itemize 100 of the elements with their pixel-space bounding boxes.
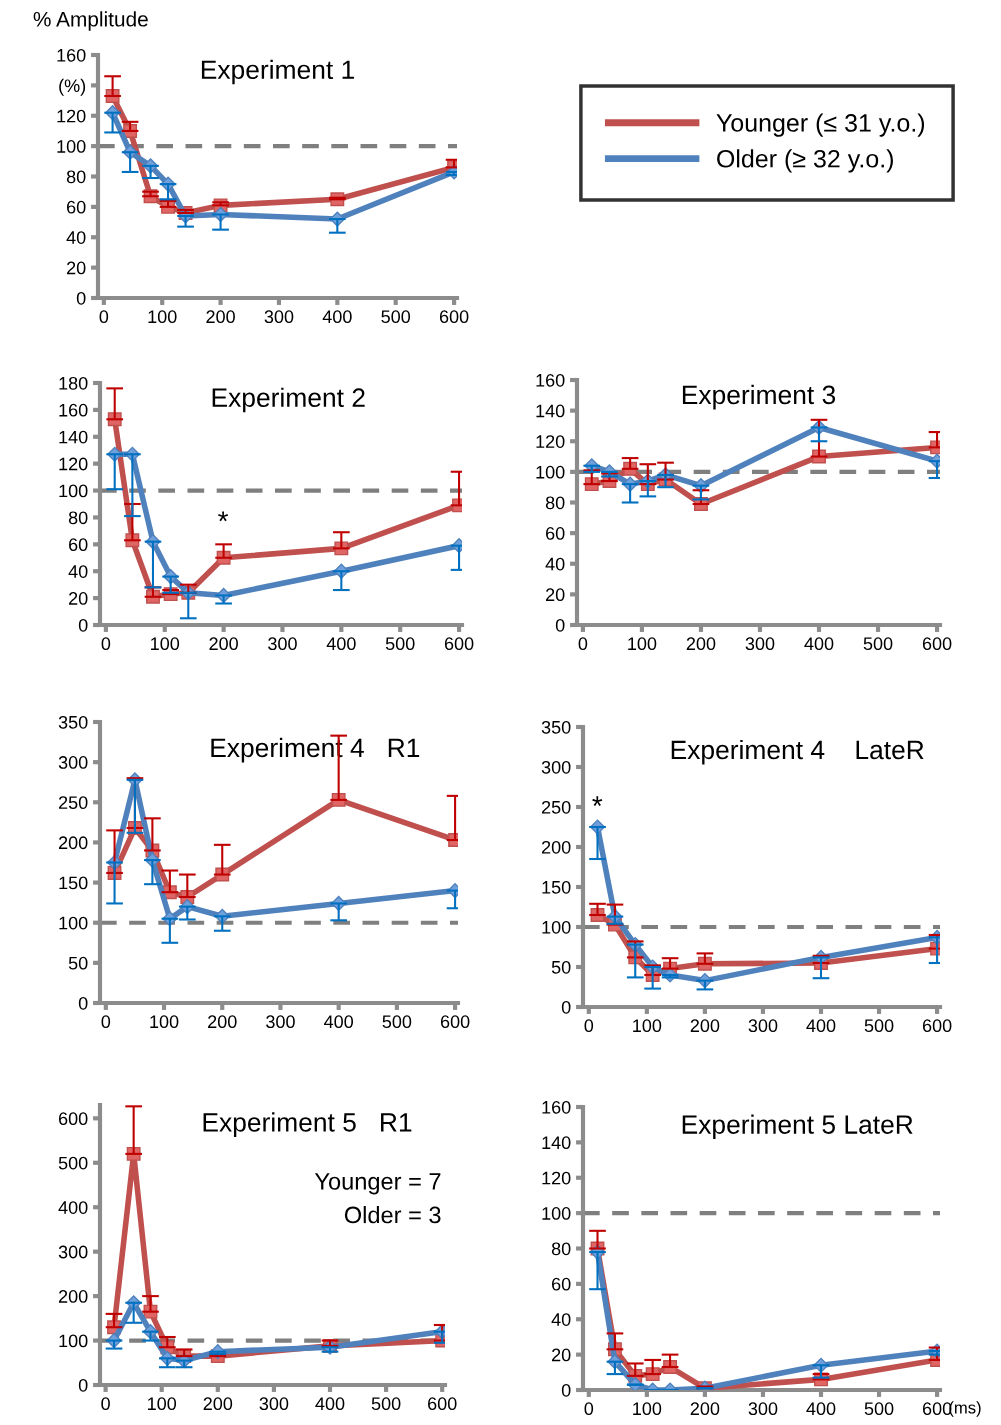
chart-title: Experiment 5 LateR: [682, 1114, 913, 1140]
x-tick-label: 200: [203, 1397, 233, 1411]
x-tick-label: 300: [259, 1397, 289, 1411]
y-tick-label: 100: [57, 140, 86, 153]
x-tick-label: 0: [101, 1397, 110, 1411]
y-tick-label: 40: [68, 565, 88, 578]
y-tick-label: 600: [58, 1112, 88, 1126]
x-tick-label: 0: [578, 637, 588, 651]
y-tick-label: 20: [67, 261, 86, 275]
chart-title: Experiment 2: [212, 387, 365, 413]
x-tick-label: 400: [315, 1397, 345, 1411]
y-tick-label: 80: [68, 511, 88, 525]
x-tick-label: 600: [922, 1019, 952, 1033]
y-tick-label: 80: [66, 170, 86, 184]
x-tick-label: 0: [101, 1015, 111, 1029]
y-tick-label: 60: [546, 527, 565, 540]
y-tick-label: 160: [57, 48, 86, 62]
chart-title: Experiment 5 R1: [203, 1112, 412, 1137]
x-tick-label: 500: [371, 1397, 401, 1411]
y-tick-label: 120: [59, 457, 88, 471]
x-tick-label: 0: [584, 1019, 594, 1033]
legend-label: Younger (≤ 31 y.o.): [716, 113, 925, 137]
y-tick-label: 40: [551, 1313, 571, 1326]
y-tick-label: 40: [66, 231, 86, 244]
y-tick-label: 100: [59, 484, 88, 498]
x-tick-label: 500: [864, 1402, 894, 1416]
x-tick-label: 500: [863, 637, 893, 651]
x-tick-label: 0: [101, 637, 111, 651]
x-tick-label: 600: [440, 1015, 470, 1029]
annotation: Younger = 7: [314, 1173, 441, 1195]
y-tick-label: 160: [542, 1100, 571, 1114]
x-tick-label: 0: [99, 310, 109, 324]
y-tick-label: 250: [58, 796, 88, 810]
x-tick-label: 400: [806, 1019, 836, 1033]
y-tick-label: 100: [59, 1334, 88, 1348]
y-tick-label: 180: [59, 376, 88, 390]
x-tick-label: 200: [206, 310, 235, 324]
x-tick-label: 100: [633, 1019, 662, 1033]
x-tick-label: 300: [745, 637, 775, 651]
y-tick-label: 150: [542, 880, 571, 894]
x-tick-label: 600: [439, 310, 469, 324]
y-tick-label: 160: [536, 373, 565, 387]
y-tick-label: 250: [541, 800, 571, 814]
y-tick-label: 350: [541, 720, 571, 734]
x-tick-label: 500: [385, 637, 415, 651]
y-tick-label: 80: [551, 1242, 571, 1256]
y-tick-label: 0: [561, 1383, 571, 1397]
x-tick-label: 100: [148, 1397, 177, 1411]
y-tick-label: 0: [555, 618, 565, 632]
y-tick-label: 0: [78, 618, 88, 632]
x-tick-label: 300: [264, 310, 294, 324]
x-tick-label: 500: [382, 1015, 412, 1029]
x-tick-label: 400: [326, 637, 356, 651]
y-axis-title: % Amplitude: [33, 11, 148, 31]
annotation: *: [218, 511, 229, 522]
y-tick-label: 80: [545, 496, 565, 510]
x-tick-label: 0: [584, 1402, 594, 1416]
x-tick-label: 500: [864, 1019, 894, 1033]
y-tick-label: 350: [58, 715, 88, 729]
y-tick-label: 100: [536, 465, 565, 479]
chart-title: Experiment 1: [201, 59, 354, 85]
x-tick-label: 100: [148, 310, 177, 324]
y-tick-label: 200: [58, 836, 88, 850]
y-tick-label: 40: [545, 557, 565, 571]
x-tick-label: 600: [444, 637, 474, 651]
y-tick-label: 120: [542, 1171, 571, 1185]
x-tick-label: 100: [628, 637, 657, 651]
legend-label: Older (≥ 32 y.o.): [717, 149, 893, 173]
x-tick-label: 200: [686, 637, 716, 651]
x-tick-label: 400: [804, 637, 834, 651]
chart-title: Experiment 4 LateR: [671, 739, 924, 765]
x-tick-label: 100: [150, 1015, 179, 1029]
annotation: *: [592, 796, 603, 807]
y-tick-label: (%): [59, 78, 86, 96]
x-tick-label: 100: [151, 637, 180, 651]
y-tick-label: 20: [546, 588, 565, 602]
y-tick-label: 140: [536, 404, 565, 418]
y-tick-label: 0: [561, 1000, 571, 1014]
y-tick-label: 120: [536, 435, 565, 448]
y-tick-label: 200: [541, 840, 571, 854]
y-tick-label: 50: [551, 960, 571, 974]
x-tick-label: 400: [806, 1402, 836, 1416]
y-tick-label: 120: [57, 109, 86, 123]
x-tick-label: 200: [209, 637, 238, 651]
x-tick-label: 500: [381, 310, 411, 324]
y-tick-label: 60: [69, 538, 88, 552]
y-tick-label: 60: [552, 1277, 571, 1291]
y-tick-label: 300: [58, 756, 88, 769]
y-tick-label: 300: [58, 1245, 88, 1259]
y-tick-label: 400: [58, 1201, 88, 1214]
y-tick-label: 150: [59, 876, 88, 890]
y-tick-label: 200: [58, 1290, 88, 1303]
y-tick-label: 100: [542, 920, 571, 934]
chart-title: Experiment 3: [682, 384, 836, 410]
y-tick-label: 140: [542, 1136, 571, 1150]
y-tick-label: 100: [59, 916, 88, 930]
y-tick-label: 0: [78, 1378, 88, 1392]
x-tick-label: 300: [266, 1015, 295, 1029]
x-tick-label: 600: [428, 1397, 457, 1411]
x-tick-label: 300: [748, 1019, 778, 1033]
